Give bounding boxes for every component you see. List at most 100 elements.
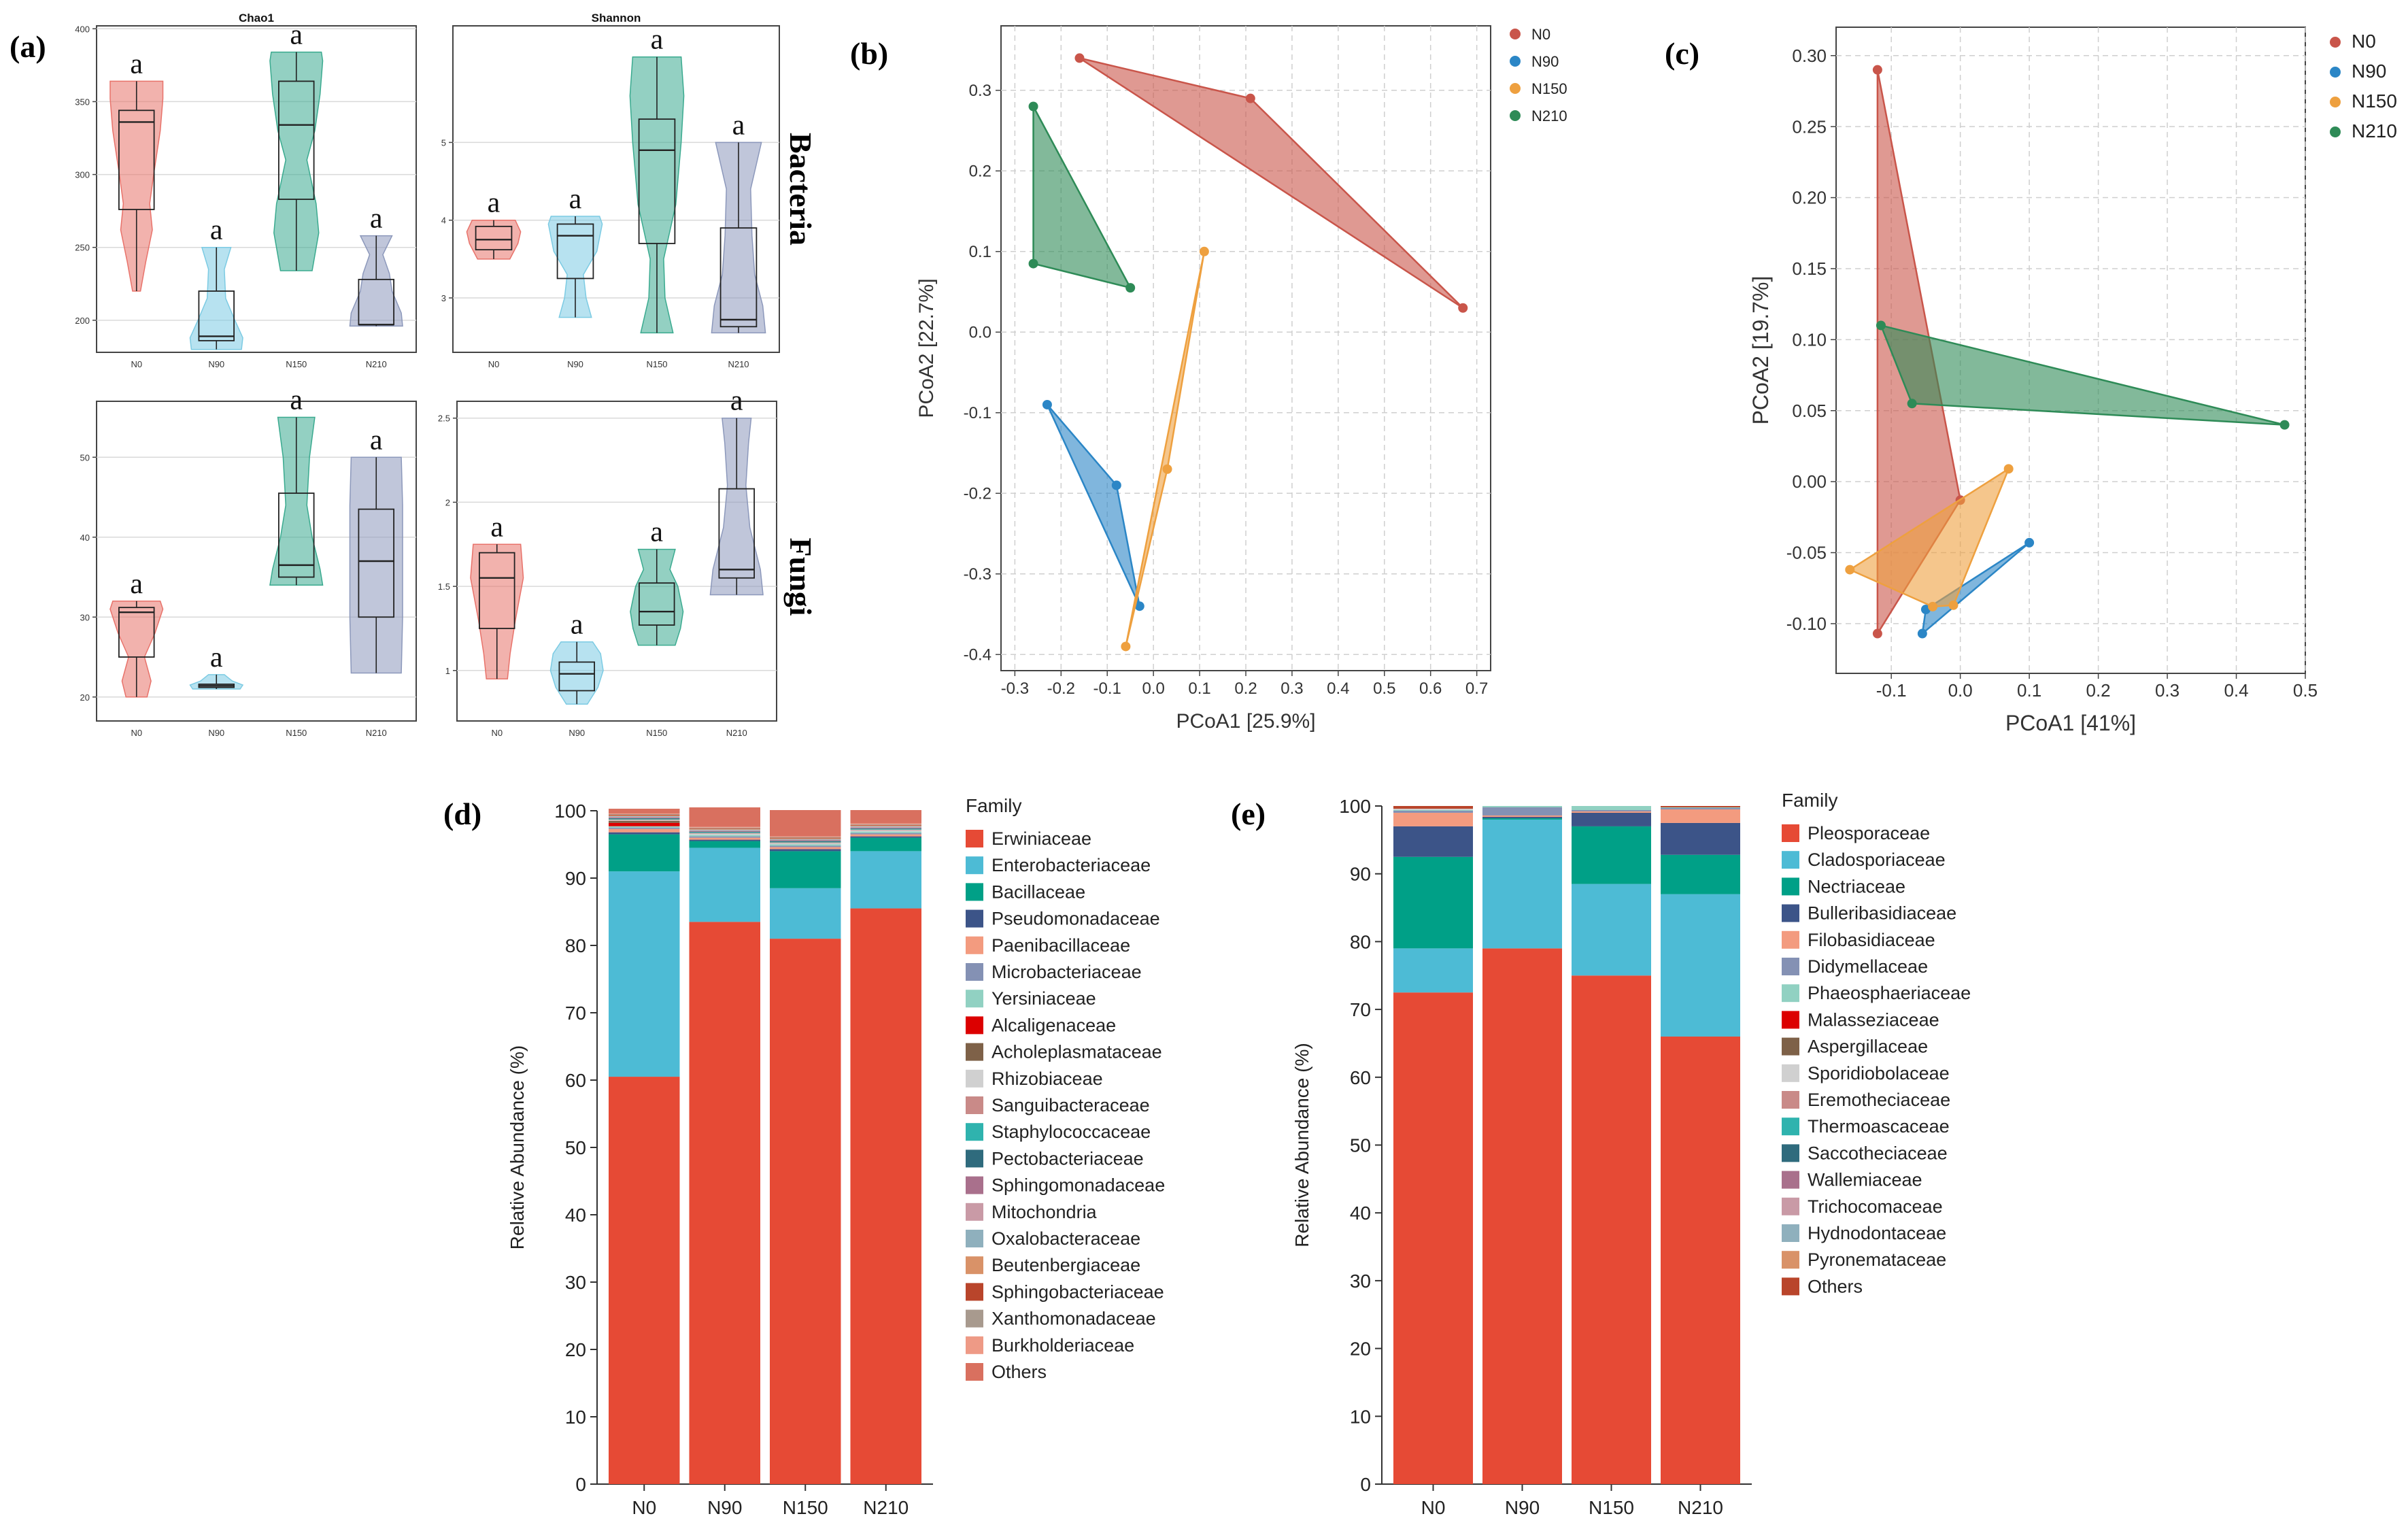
legend-label-Wallemiaceae: Wallemiaceae — [1808, 1170, 1922, 1190]
x-tick-label: N150 — [646, 359, 667, 369]
point-N210 — [1028, 258, 1038, 269]
y-tick-label: 20 — [80, 692, 90, 703]
y-tick-label: 60 — [565, 1070, 586, 1091]
x-tick-label: N0 — [488, 359, 500, 369]
box-N150 — [277, 492, 315, 578]
bar-segment-Phaeosphaeriaceae — [1482, 806, 1562, 807]
y-axis-label: PCoA2 [22.7%] — [915, 278, 938, 418]
legend-label-Filobasidiaceae: Filobasidiaceae — [1808, 930, 1935, 950]
panel-label-b: (b) — [850, 36, 888, 71]
bar-segment-Nectriaceae — [1572, 826, 1651, 884]
bar-segment-Bulleribasidiaceae — [1661, 822, 1740, 855]
bar-segment-Staphylococcaceae — [850, 828, 921, 830]
y-tick-label: 80 — [565, 935, 586, 956]
x-tick-label: N90 — [1505, 1497, 1540, 1518]
bar-segment-Paenibacillaceae — [689, 837, 760, 840]
y-tick-label: 400 — [75, 24, 90, 34]
violin-N150 — [269, 416, 324, 586]
sig-letter-N210: a — [370, 203, 383, 235]
y-tick-label: 30 — [80, 612, 90, 622]
legend-swatch-Enterobacteriaceae — [966, 856, 983, 875]
bar-segment-Cladosporiaceae — [1661, 894, 1740, 1037]
legend-label-Sphingobacteriaceae: Sphingobacteriaceae — [991, 1281, 1164, 1302]
point-N90 — [1111, 480, 1121, 490]
point-N150 — [1928, 601, 1938, 611]
x-tick-label: N210 — [366, 728, 387, 738]
legend-label-Nectriaceae: Nectriaceae — [1808, 876, 1905, 896]
legend-swatch-Aspergillaceae — [1782, 1037, 1799, 1056]
violin-N90 — [547, 216, 603, 318]
legend-label-Hydnodontaceae: Hydnodontaceae — [1808, 1223, 1946, 1243]
legend-label-Others: Others — [1808, 1276, 1863, 1296]
bar-segment-Erwiniaceae — [609, 1077, 680, 1484]
y-tick-label: -0.4 — [964, 646, 991, 665]
bar-segment-Burkholderiaceae — [609, 813, 680, 814]
legend-label-Sphingomonadaceae: Sphingomonadaceae — [991, 1175, 1165, 1196]
legend-swatch-Erwiniaceae — [966, 830, 983, 847]
legend: N0 N90 N150 N210 — [1510, 26, 1567, 124]
legend-label-Acholeplasmataceae: Acholeplasmataceae — [991, 1042, 1162, 1062]
x-tick-label: N90 — [208, 728, 224, 738]
legend: Family Pleosporaceae Cladosporiaceae Nectri… — [1782, 790, 1971, 1296]
y-tick-label: 40 — [1350, 1203, 1371, 1224]
legend-label-N90: N90 — [1531, 53, 1559, 70]
legend-swatch-Acholeplasmataceae — [966, 1043, 983, 1061]
legend-label-Eremotheciaceae: Eremotheciaceae — [1808, 1090, 1950, 1110]
bar-segment-Bacillaceae — [850, 837, 921, 852]
legend-swatch-Pyronemataceae — [1782, 1251, 1799, 1269]
point-N0 — [1872, 628, 1882, 639]
sig-letter-N150: a — [651, 24, 664, 56]
legend-swatch-Staphylococcaceae — [966, 1123, 983, 1141]
x-tick-label: N150 — [286, 728, 307, 738]
bar-segment-Others — [1393, 806, 1473, 809]
y-tick-label: -0.3 — [964, 565, 991, 584]
legend-swatch-Others — [966, 1363, 983, 1381]
bar-segment-Xanthomonadaceae — [850, 824, 921, 825]
y-tick-label: 0.20 — [1792, 188, 1827, 208]
hull-N210 — [1880, 324, 2286, 426]
panel-label-e: (e) — [1231, 796, 1266, 831]
y-tick-label: 5 — [441, 137, 446, 148]
bar-segment-Pectobacteriaceae — [770, 841, 841, 842]
bar-segment-Pleosporaceae — [1572, 975, 1651, 1484]
panel-b-pcoa-bacteria: -0.3 -0.2 -0.1 0.0 0.1 0.2 0.3 0.4 0.5 0.6 0.7 -0.4… — [915, 25, 1567, 733]
y-tick-label: 70 — [1350, 999, 1371, 1020]
bar-segment-Microbacteriaceae — [689, 836, 760, 838]
bar-segment-Sphingobacteriaceae — [689, 828, 760, 829]
bar-segment-Acholeplasmataceae — [609, 820, 680, 823]
y-tick-label: 0.30 — [1792, 46, 1827, 66]
legend-label-Malasseziaceae: Malasseziaceae — [1808, 1009, 1939, 1030]
legend-label-Others: Others — [991, 1362, 1047, 1382]
bar-segment-Oxalobacteraceae — [770, 839, 841, 840]
pcoa-plot-c: -0.1 0.0 0.1 0.2 0.3 0.4 0.5 -0.10 -0.05 0.00 0.05… — [1748, 27, 2397, 735]
bar-segment-Enterobacteriaceae — [689, 847, 760, 922]
x-tick-label: N210 — [726, 728, 747, 738]
bar-segment-Pleosporaceae — [1661, 1036, 1740, 1484]
bar-segment-Bulleribasidiaceae — [1482, 816, 1562, 818]
x-tick-label: N210 — [728, 359, 749, 369]
legend-marker-N210 — [2330, 127, 2341, 137]
bar-segment-Others — [689, 807, 760, 827]
y-tick-label: 50 — [80, 452, 90, 463]
y-tick-label: 100 — [1339, 796, 1371, 817]
bar-segment-Paenibacillaceae — [609, 828, 680, 833]
legend-label-N210: N210 — [2352, 120, 2397, 141]
legend-swatch-Sporidiobolaceae — [1782, 1064, 1799, 1082]
point-N0 — [1872, 65, 1882, 75]
violin-N150 — [629, 56, 685, 334]
bar-segment-Bacillaceae — [609, 834, 680, 872]
bar-segment-Staphylococcaceae — [770, 841, 841, 843]
bar-segment-Yersiniaceae — [850, 831, 921, 833]
x-tick-label: -0.1 — [1093, 679, 1121, 698]
bar-segment-Yersiniaceae — [609, 826, 680, 828]
y-tick-label: 300 — [75, 170, 90, 180]
x-tick-label: 0.2 — [2086, 680, 2111, 701]
legend-swatch-Rhizobiaceae — [966, 1069, 983, 1088]
bar-segment-Yersiniaceae — [689, 835, 760, 837]
panel-c-pcoa-fungi: -0.1 0.0 0.1 0.2 0.3 0.4 0.5 -0.10 -0.05 0.00 0.05… — [1748, 27, 2397, 735]
bar-segment-Phaeosphaeriaceae — [1393, 809, 1473, 811]
y-tick-label: 200 — [75, 316, 90, 326]
x-axis-label: PCoA1 [25.9%] — [1176, 710, 1315, 733]
bar-segment-Pectobacteriaceae — [609, 818, 680, 819]
y-tick-label: 0.25 — [1792, 116, 1827, 137]
